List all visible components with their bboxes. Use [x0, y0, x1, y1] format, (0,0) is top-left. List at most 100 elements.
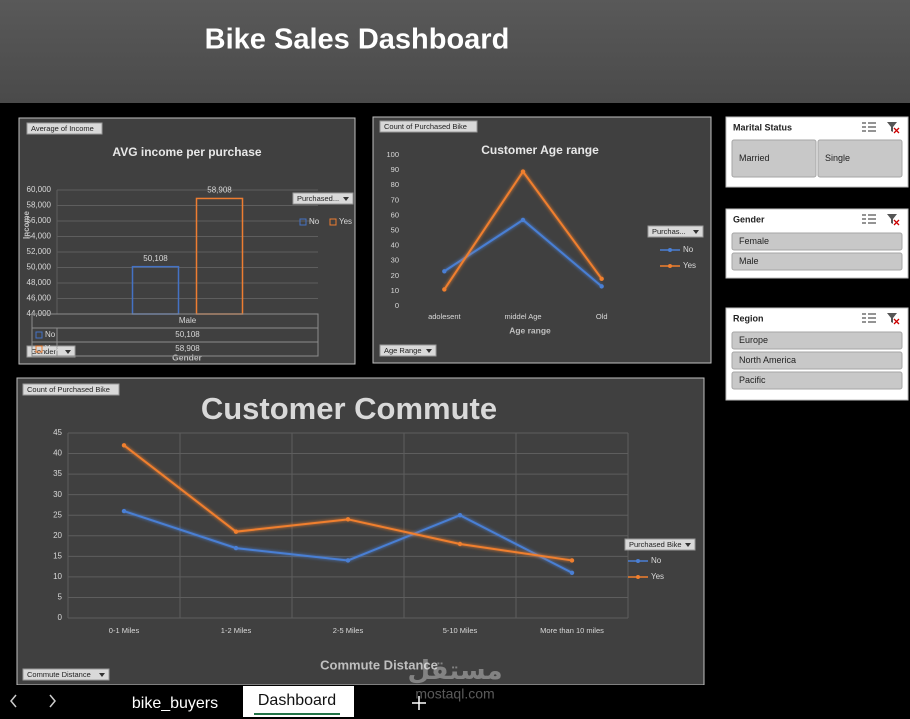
y-tick-label: 45	[53, 428, 62, 437]
slicer-item-label[interactable]: Single	[825, 153, 850, 163]
slicer-title: Region	[733, 313, 764, 323]
legend-label: Yes	[339, 217, 352, 226]
x-tick-label: 0-1 Miles	[109, 626, 140, 635]
axis-filter-button[interactable]	[379, 344, 437, 357]
slicer-item[interactable]	[731, 139, 817, 178]
tab-nav-prev[interactable]	[10, 694, 17, 708]
y-tick-label: 15	[53, 551, 62, 560]
data-point	[457, 513, 463, 518]
y-tick-label: 20	[391, 271, 399, 280]
y-tick-label: 90	[391, 165, 399, 174]
chart-panel	[372, 116, 712, 364]
sheet-tab[interactable]: bike_buyers	[132, 695, 218, 712]
legend-swatch	[299, 218, 307, 226]
legend-label: No	[683, 245, 694, 254]
slicer-item-label[interactable]: Married	[739, 153, 770, 163]
slicer-item[interactable]	[731, 252, 903, 271]
y-tick-label: 30	[391, 256, 399, 265]
legend-marker	[636, 559, 640, 563]
legend-filter-button[interactable]	[647, 225, 704, 238]
y-tick-label: 5	[58, 593, 63, 602]
y-tick-label: 40	[391, 241, 399, 250]
legend-marker	[668, 248, 672, 252]
y-tick-label: 54,000	[27, 232, 52, 241]
legend-label: No	[651, 556, 662, 565]
legend-filter-button-label[interactable]: Purchas...	[652, 227, 686, 236]
chart-title: Customer Age range	[481, 143, 599, 157]
data-point	[442, 269, 447, 274]
value-field-button[interactable]	[22, 383, 120, 396]
watermark-latin: mostaql.com	[415, 686, 494, 702]
tab-bar	[0, 685, 910, 719]
y-tick-label: 50	[391, 225, 399, 234]
value-field-button-label[interactable]: Average of Income	[31, 124, 94, 133]
data-table-value: 50,108	[175, 330, 200, 339]
legend-filter-button-label[interactable]: Purchased...	[297, 194, 339, 203]
y-tick-label: 56,000	[27, 216, 52, 225]
value-field-button[interactable]	[379, 120, 478, 133]
slicer-item[interactable]	[731, 371, 903, 390]
slicer-item-label[interactable]: Pacific	[739, 375, 766, 385]
legend-filter-button-arrow	[693, 230, 699, 234]
y-tick-label: 58,000	[27, 201, 52, 210]
y-tick-label: 46,000	[27, 294, 52, 303]
slicer-multiselect-icon[interactable]	[862, 313, 876, 323]
data-point	[345, 517, 351, 522]
legend-marker	[636, 575, 640, 579]
x-axis-label: Commute Distance	[320, 657, 438, 672]
watermark-arabic: مستقل	[407, 655, 502, 685]
chart-title: Customer Commute	[201, 391, 497, 426]
slicer-clear-filter-icon[interactable]	[887, 313, 897, 323]
chart-title: AVG income per purchase	[112, 145, 261, 159]
slicer-item-label[interactable]: North America	[739, 355, 796, 365]
slicer-item-label[interactable]: Europe	[739, 335, 768, 345]
slicer-item[interactable]	[731, 331, 903, 350]
header-band	[0, 0, 910, 103]
slicer-item[interactable]	[817, 139, 903, 178]
slicer-multiselect-icon[interactable]	[862, 122, 876, 132]
slicer-item[interactable]	[731, 351, 903, 370]
slicer-clear-filter-icon[interactable]	[887, 122, 897, 132]
data-point	[599, 284, 604, 289]
add-sheet[interactable]	[412, 696, 426, 710]
value-field-button-label[interactable]: Count of Purchased Bike	[384, 122, 467, 131]
y-tick-label: 35	[53, 469, 62, 478]
y-tick-label: 40	[53, 449, 62, 458]
y-tick-label: 25	[53, 510, 62, 519]
value-field-button[interactable]	[26, 122, 103, 135]
legend-label: Yes	[683, 261, 696, 270]
axis-filter-button[interactable]	[26, 345, 76, 358]
axis-filter-button-label[interactable]: Age Range	[384, 346, 422, 355]
legend-filter-button[interactable]	[292, 192, 354, 205]
active-tab[interactable]	[243, 686, 354, 717]
x-tick-label: More than 10 miles	[540, 626, 604, 635]
data-table	[31, 313, 319, 357]
axis-filter-button-label[interactable]: Gender	[31, 347, 57, 356]
chart-panel	[18, 117, 356, 365]
data-point	[520, 217, 526, 223]
slicer-item-label[interactable]: Female	[739, 236, 769, 246]
legend-filter-button[interactable]	[624, 538, 696, 551]
axis-filter-button[interactable]	[22, 668, 110, 681]
legend-filter-button-label[interactable]: Purchased Bike	[629, 540, 682, 549]
data-point	[442, 287, 447, 292]
data-table-key	[35, 331, 43, 339]
x-tick-label: 5-10 Miles	[443, 626, 478, 635]
y-tick-label: 100	[386, 150, 399, 159]
y-tick-label: 48,000	[27, 278, 52, 287]
chart-panel	[16, 377, 705, 686]
slicer-multiselect-icon[interactable]	[862, 214, 876, 224]
sheet-tab-active[interactable]: Dashboard	[258, 692, 336, 709]
value-field-button-label[interactable]: Count of Purchased Bike	[27, 385, 110, 394]
data-point	[569, 570, 575, 575]
data-table-row-label: Yes	[45, 344, 58, 353]
tab-nav-next[interactable]	[49, 694, 56, 708]
slicer-clear-filter-icon[interactable]	[887, 214, 897, 224]
data-point	[233, 545, 239, 551]
axis-filter-button-label[interactable]: Commute Distance	[27, 670, 91, 679]
slicer-item-label[interactable]: Male	[739, 256, 759, 266]
slicer-item[interactable]	[731, 232, 903, 251]
legend-label: Yes	[651, 572, 664, 581]
